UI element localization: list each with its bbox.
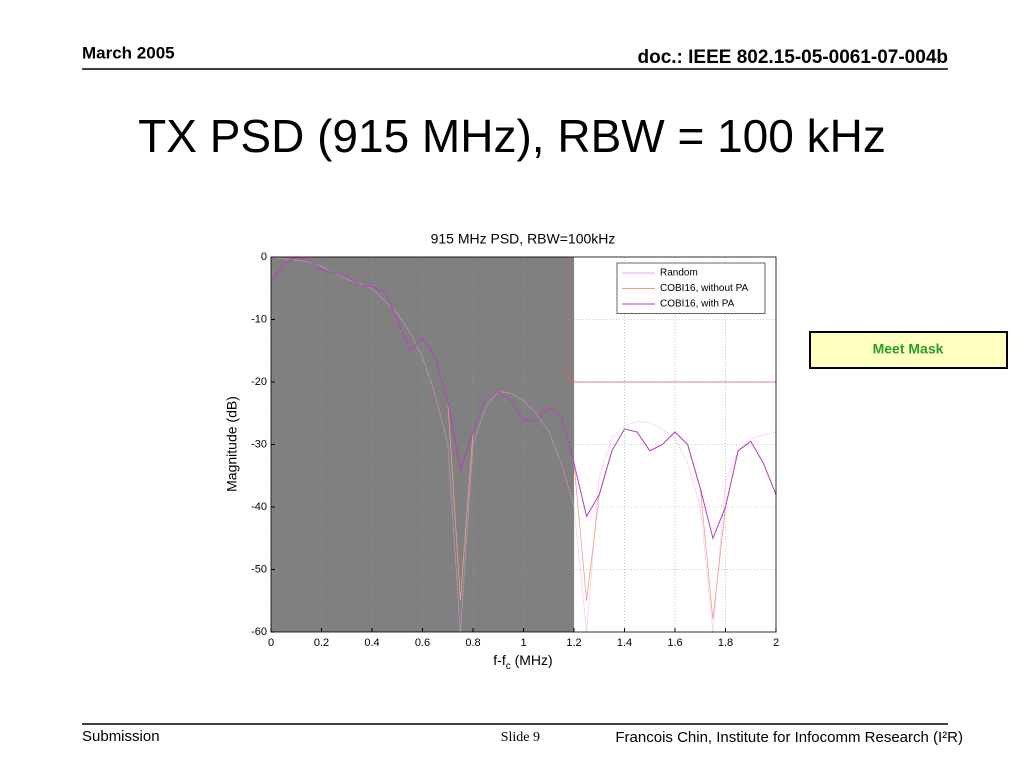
x-tick-label: 0	[268, 637, 274, 649]
chart: 915 MHz PSD, RBW=100kHz Magnitude (dB) f…	[224, 231, 779, 672]
plot-frame	[270, 256, 777, 633]
y-tick-label: -60	[251, 626, 267, 638]
x-tick-label: 1	[520, 637, 526, 649]
x-tick-label: 0.8	[465, 637, 480, 649]
x-tick-label: 2	[773, 637, 779, 649]
y-tick-label: -30	[251, 438, 267, 450]
x-tick-label: 1.6	[667, 637, 682, 649]
y-tick-label: -20	[251, 376, 267, 388]
footer-author: Francois Chin, Institute for Infocomm Re…	[615, 729, 963, 746]
x-tick-label: 0.4	[364, 637, 379, 649]
annotation-box	[809, 331, 1008, 369]
x-tick-label: 1.4	[617, 637, 632, 649]
chart-title: 915 MHz PSD, RBW=100kHz	[431, 231, 616, 247]
legend-label: COBI16, without PA	[660, 283, 749, 294]
x-tick-label: 0.6	[415, 637, 430, 649]
annotation: Meet Mask	[873, 341, 944, 357]
x-tick-label: 0.2	[314, 637, 329, 649]
y-tick-label: -50	[251, 563, 267, 575]
footer-slide: Slide 9	[501, 730, 540, 745]
legend-label: Random	[660, 268, 698, 279]
footer-left: Submission	[82, 728, 160, 745]
series-line	[270, 256, 777, 540]
legend-label: COBI16, with PA	[660, 299, 735, 310]
slide-title: TX PSD (915 MHz), RBW = 100 kHz	[138, 110, 886, 162]
x-axis-label-sub: c	[506, 661, 511, 672]
y-tick-label: 0	[261, 251, 267, 263]
y-tick-label: -10	[251, 313, 267, 325]
header-doc: doc.: IEEE 802.15-05-0061-07-004b	[637, 47, 948, 68]
x-axis-label: f-fc (MHz)	[493, 652, 552, 672]
y-tick-label: -40	[251, 501, 267, 513]
header-date: March 2005	[82, 43, 175, 62]
x-tick-label: 1.8	[718, 637, 733, 649]
x-axis-label-unit: (MHz)	[511, 652, 553, 668]
y-axis-label: Magnitude (dB)	[224, 396, 240, 492]
x-tick-label: 1.2	[566, 637, 581, 649]
x-axis-label-main: f-f	[493, 652, 506, 668]
